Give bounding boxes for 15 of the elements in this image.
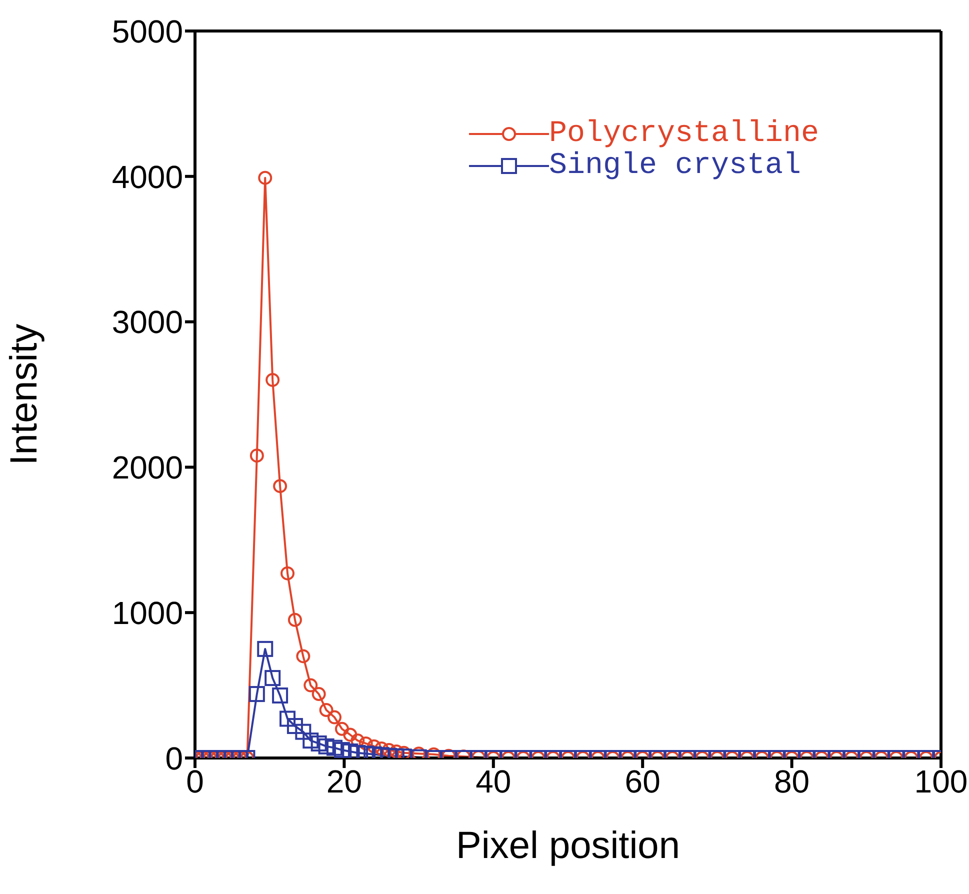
y-tick-label: 4000	[112, 158, 183, 195]
legend-label: Polycrystalline	[548, 117, 819, 151]
y-tick-label: 2000	[112, 450, 183, 486]
y-tick-label: 1000	[112, 594, 183, 631]
y-tick-label: 0	[165, 740, 183, 776]
x-tick-label: 60	[624, 764, 660, 800]
y-tick-label: 5000	[112, 13, 183, 50]
x-tick-label: 100	[914, 764, 968, 800]
x-axis-title: Pixel position	[456, 825, 680, 867]
legend-label: Single crystal	[548, 149, 801, 183]
x-tick-label: 20	[326, 764, 362, 800]
x-tick-label: 40	[476, 764, 512, 800]
x-tick-label: 80	[774, 764, 810, 800]
y-axis-title: Intensity	[3, 324, 46, 466]
y-tick-label: 3000	[112, 304, 183, 340]
